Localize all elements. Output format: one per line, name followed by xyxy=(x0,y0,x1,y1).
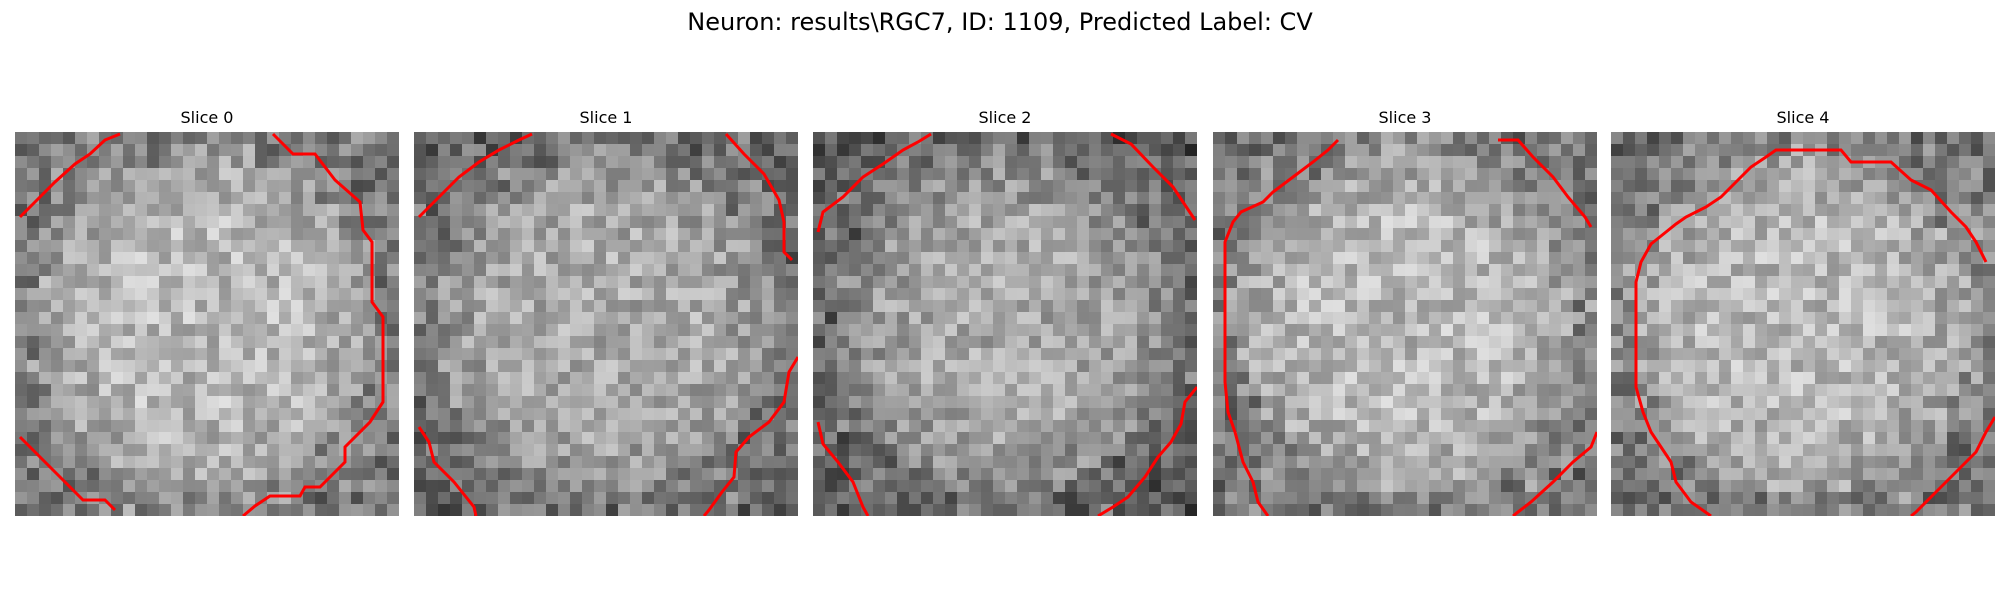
contour-overlay xyxy=(1634,148,1995,516)
slice-title: Slice 3 xyxy=(1378,108,1432,127)
slice-panel-1: Slice 1 xyxy=(414,108,798,518)
contour-segment xyxy=(816,421,870,516)
slice-image-2 xyxy=(813,132,1197,516)
contour-segment xyxy=(417,426,478,516)
pixel-grid xyxy=(1611,132,1995,516)
contour-segment xyxy=(816,132,932,233)
figure-title: Neuron: results\RGC7, ID: 1109, Predicte… xyxy=(687,8,1313,36)
contour-segment xyxy=(1910,416,1995,516)
pixel-grid xyxy=(414,132,798,516)
contour-segment xyxy=(18,435,117,512)
contour-overlay xyxy=(816,132,1197,516)
slice-panel-4: Slice 4 xyxy=(1611,108,1995,518)
pixel-grid xyxy=(1213,132,1597,516)
slice-image-1 xyxy=(414,132,798,516)
slice-title: Slice 0 xyxy=(180,108,234,127)
contour-segment xyxy=(1498,138,1593,228)
contour-segment xyxy=(18,132,121,219)
contour-segment xyxy=(242,132,385,516)
contour-segment xyxy=(724,132,794,262)
pixel-grid xyxy=(15,132,399,516)
slice-panel-0: Slice 0 xyxy=(15,108,399,518)
slice-panel-2: Slice 2 xyxy=(813,108,1197,518)
slice-image-3 xyxy=(1213,132,1597,516)
slice-title: Slice 1 xyxy=(579,108,633,127)
slice-title: Slice 4 xyxy=(1776,108,1830,127)
contour-segment xyxy=(1634,148,1988,516)
contour-overlay xyxy=(1223,138,1597,516)
slice-panel-3: Slice 3 xyxy=(1213,108,1597,518)
slice-image-4 xyxy=(1611,132,1995,516)
contour-segment xyxy=(1223,138,1340,516)
slice-image-0 xyxy=(15,132,399,516)
contour-segment xyxy=(702,356,798,516)
contour-overlay xyxy=(417,132,798,516)
slice-title: Slice 2 xyxy=(978,108,1032,127)
contour-segment xyxy=(1512,431,1597,516)
pixel-grid xyxy=(813,132,1197,516)
contour-segment xyxy=(417,132,533,219)
contour-segment xyxy=(1097,386,1197,516)
contour-overlay xyxy=(18,132,385,516)
contour-segment xyxy=(1110,132,1197,221)
